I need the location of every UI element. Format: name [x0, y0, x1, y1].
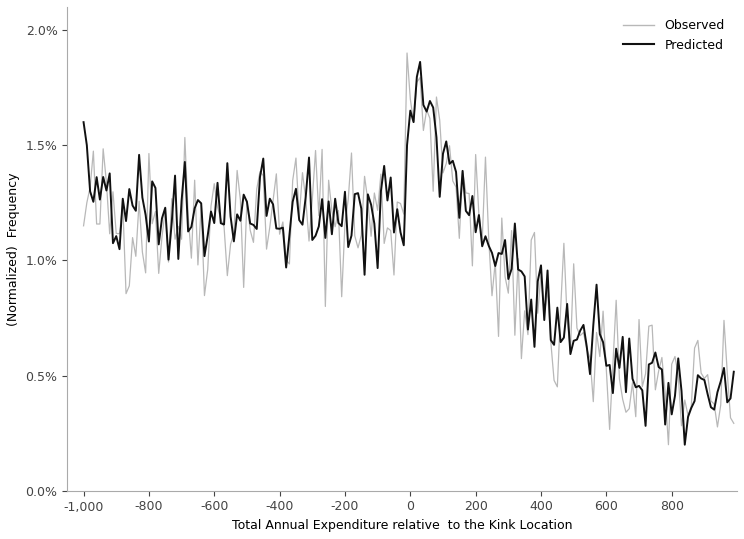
- Observed: [729, 420, 738, 426]
- Observed: [105, 231, 114, 237]
- Line: Predicted: Predicted: [83, 62, 734, 445]
- Line: Observed: Observed: [83, 53, 734, 445]
- Predicted: [79, 119, 88, 126]
- Predicted: [703, 391, 712, 397]
- Observed: [79, 223, 88, 229]
- Predicted: [252, 226, 261, 232]
- Observed: [252, 186, 261, 192]
- X-axis label: Total Annual Expenditure relative  to the Kink Location: Total Annual Expenditure relative to the…: [232, 519, 572, 532]
- Observed: [118, 201, 127, 208]
- Predicted: [118, 196, 127, 202]
- Observed: [403, 50, 411, 56]
- Predicted: [105, 170, 114, 177]
- Predicted: [200, 253, 209, 259]
- Predicted: [729, 369, 738, 375]
- Observed: [703, 371, 712, 378]
- Predicted: [416, 59, 425, 65]
- Observed: [664, 441, 673, 448]
- Predicted: [680, 441, 689, 448]
- Predicted: [677, 388, 686, 394]
- Y-axis label: (Normalized)  Frequency: (Normalized) Frequency: [7, 172, 20, 326]
- Observed: [680, 397, 689, 403]
- Observed: [200, 292, 209, 299]
- Legend: Observed, Predicted: Observed, Predicted: [617, 13, 731, 58]
